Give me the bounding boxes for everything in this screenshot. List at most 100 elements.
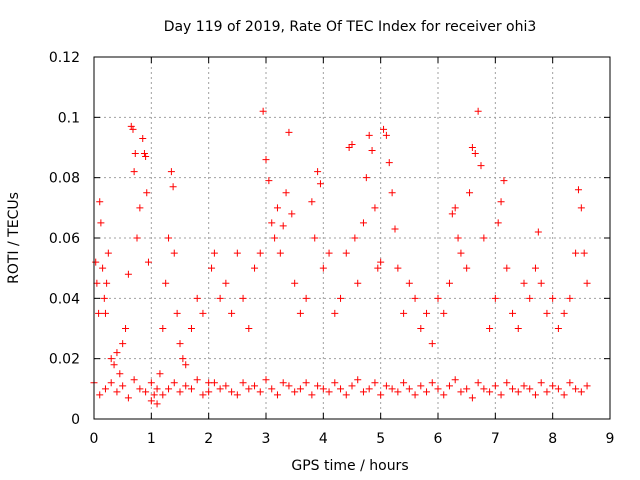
x-tick-label: 1	[147, 431, 156, 447]
data-point	[167, 168, 175, 176]
data-point	[233, 391, 241, 399]
data-point	[440, 391, 448, 399]
data-point	[520, 382, 528, 390]
data-point	[308, 198, 316, 206]
data-point	[205, 388, 213, 396]
data-point	[288, 210, 296, 218]
data-point	[368, 147, 376, 155]
data-point	[572, 385, 580, 393]
data-point	[531, 391, 539, 399]
data-point	[468, 394, 476, 402]
data-point	[107, 379, 115, 387]
grid-lines	[94, 57, 610, 419]
data-point	[394, 264, 402, 272]
data-point	[256, 388, 264, 396]
data-point	[193, 294, 201, 302]
data-point	[314, 382, 322, 390]
data-point	[279, 379, 287, 387]
data-point	[491, 382, 499, 390]
data-point	[245, 385, 253, 393]
data-point	[165, 234, 173, 242]
x-tick-label: 2	[204, 431, 213, 447]
data-point	[448, 210, 456, 218]
data-point	[122, 325, 130, 332]
data-point	[143, 189, 151, 197]
data-point	[239, 379, 247, 387]
data-point	[285, 382, 293, 390]
data-point	[162, 279, 170, 287]
data-point	[451, 204, 459, 212]
data-point	[417, 382, 425, 390]
data-point	[97, 219, 105, 227]
data-point	[331, 379, 339, 387]
data-point	[549, 382, 557, 390]
y-axis-label: ROTI / TECUs	[6, 192, 22, 284]
data-point	[491, 294, 499, 302]
data-point	[268, 219, 276, 227]
data-point	[388, 385, 396, 393]
data-point	[153, 400, 161, 408]
data-point	[222, 279, 230, 287]
data-point	[96, 198, 104, 206]
data-point	[468, 144, 476, 151]
data-point	[208, 264, 216, 272]
y-tick-label: 0	[71, 412, 80, 428]
data-point	[296, 385, 304, 393]
data-point	[474, 107, 482, 115]
data-point	[385, 159, 393, 167]
data-point	[119, 340, 127, 348]
data-point	[156, 370, 164, 378]
data-point	[480, 385, 488, 393]
data-point	[187, 385, 195, 393]
data-point	[503, 264, 511, 272]
data-point	[520, 279, 528, 287]
data-point	[130, 376, 138, 384]
data-point	[445, 279, 453, 287]
data-point	[251, 264, 259, 272]
axis-ticks: 0 1 2 3 4 5 6 7 8 9 0 0.02 0.04 0.06 0.08 0.1 0.12	[49, 50, 615, 447]
data-point	[222, 382, 230, 390]
data-point	[251, 382, 259, 390]
data-point	[169, 183, 177, 191]
x-tick-label: 3	[262, 431, 271, 447]
data-point	[411, 391, 419, 399]
data-point	[228, 388, 236, 396]
data-point	[428, 379, 436, 387]
y-tick-label: 0.02	[49, 352, 80, 368]
data-point	[216, 294, 224, 302]
data-point	[308, 391, 316, 399]
data-point	[165, 385, 173, 393]
data-point	[574, 186, 582, 194]
data-point	[463, 264, 471, 272]
data-point	[319, 385, 327, 393]
data-point	[187, 325, 195, 332]
data-point	[359, 219, 367, 227]
data-point	[457, 249, 465, 257]
data-point	[337, 294, 345, 302]
data-point	[282, 189, 290, 197]
data-point	[170, 379, 178, 387]
data-point	[210, 379, 218, 387]
data-point	[400, 379, 408, 387]
data-point	[537, 379, 545, 387]
data-point	[354, 376, 362, 384]
data-points	[90, 107, 591, 408]
data-point	[337, 385, 345, 393]
data-point	[144, 258, 152, 266]
data-point	[116, 370, 124, 378]
data-point	[142, 153, 150, 161]
data-point	[526, 294, 534, 302]
data-point	[345, 144, 353, 151]
data-point	[497, 391, 505, 399]
data-point	[182, 382, 190, 390]
data-point	[377, 391, 385, 399]
data-point	[127, 122, 135, 130]
data-point	[279, 222, 287, 230]
data-point	[509, 385, 517, 393]
data-point	[580, 249, 588, 257]
data-point	[377, 258, 385, 266]
data-point	[382, 382, 390, 390]
data-point	[130, 168, 138, 176]
data-point	[173, 309, 181, 317]
data-point	[142, 388, 150, 396]
